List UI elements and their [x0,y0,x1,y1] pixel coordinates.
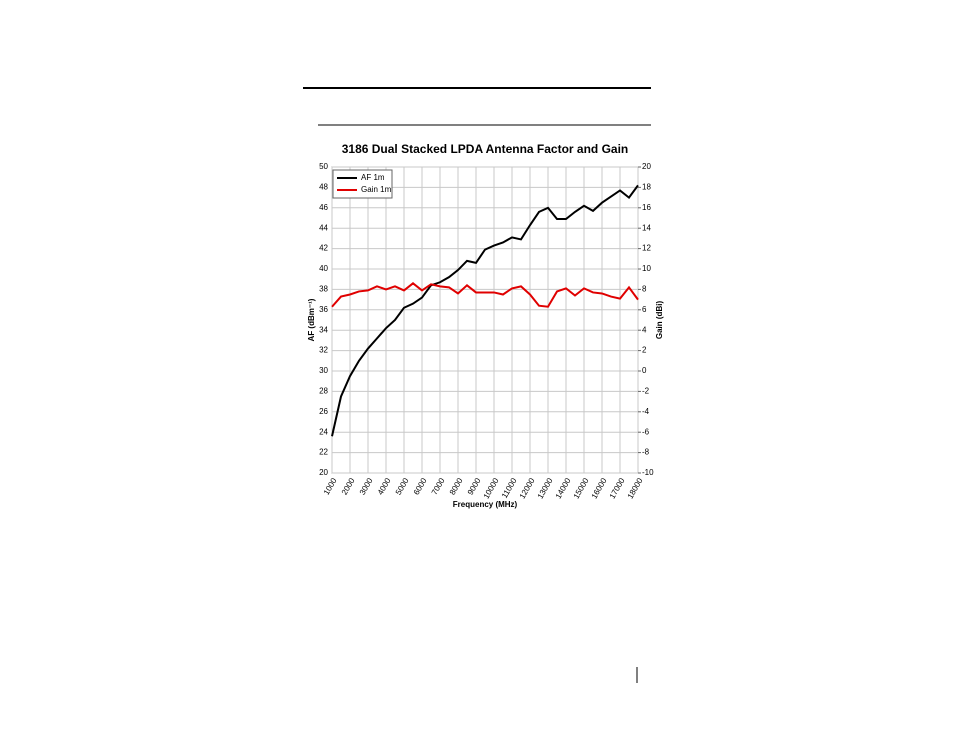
y-tick-label: 20 [319,468,328,477]
x-tick-label: 2000 [340,476,357,496]
y-tick-label: 50 [319,162,328,171]
x-tick-label: 3000 [358,476,375,496]
x-tick-label: 1000 [322,476,339,496]
x-tick-label: 9000 [466,476,483,496]
x-tick-label: 17000 [608,476,627,500]
y2-tick-label: 2 [642,346,647,355]
y-tick-label: 24 [319,427,328,436]
y-tick-label: 28 [319,387,328,396]
x-tick-label: 6000 [412,476,429,496]
x-tick-label: 13000 [536,476,555,500]
chart-title: 3186 Dual Stacked LPDA Antenna Factor an… [342,142,629,156]
y2-tick-label: -6 [642,427,650,436]
x-tick-label: 11000 [500,476,519,500]
y-tick-label: 36 [319,305,328,314]
y-tick-label: 38 [319,285,328,294]
y-tick-label: 46 [319,203,328,212]
legend-label: AF 1m [361,173,385,182]
x-tick-label: 14000 [554,476,573,500]
x-tick-label: 12000 [518,476,537,500]
x-tick-label: 16000 [590,476,609,500]
y2-tick-label: -8 [642,448,650,457]
y2-tick-label: 6 [642,305,647,314]
x-tick-label: 15000 [572,476,591,500]
x-tick-label: 10000 [482,476,501,500]
x-tick-label: 5000 [394,476,411,496]
y-tick-label: 34 [319,325,328,334]
y-tick-label: 48 [319,183,328,192]
y-tick-label: 30 [319,366,328,375]
legend-label: Gain 1m [361,185,392,194]
y-tick-label: 42 [319,244,328,253]
y2-tick-label: 4 [642,325,647,334]
plot-area [331,166,639,474]
y2-tick-label: 18 [642,183,651,192]
y2-axis-label: Gain (dBi) [655,301,664,340]
y-axis-label: AF (dBm⁻¹) [307,298,316,341]
y2-tick-label: 8 [642,285,647,294]
y-tick-label: 22 [319,448,328,457]
x-tick-label: 18000 [626,476,645,500]
y2-tick-label: 16 [642,203,651,212]
y2-tick-label: -4 [642,407,650,416]
series-line [331,282,639,308]
y-tick-label: 32 [319,346,328,355]
y2-tick-label: 12 [642,244,651,253]
y2-tick-label: 0 [642,366,647,375]
x-tick-label: 4000 [376,476,393,496]
y-tick-label: 26 [319,407,328,416]
x-tick-label: 8000 [448,476,465,496]
series-line [331,184,639,437]
y-tick-label: 40 [319,264,328,273]
y2-tick-label: 20 [642,162,651,171]
y-tick-label: 44 [319,223,328,232]
x-axis-label: Frequency (MHz) [453,500,518,509]
legend-box [332,169,393,199]
y2-tick-label: -2 [642,387,650,396]
x-tick-label: 7000 [430,476,447,496]
y2-tick-label: 10 [642,264,651,273]
y2-tick-label: -10 [642,468,654,477]
y2-tick-label: 14 [642,223,651,232]
